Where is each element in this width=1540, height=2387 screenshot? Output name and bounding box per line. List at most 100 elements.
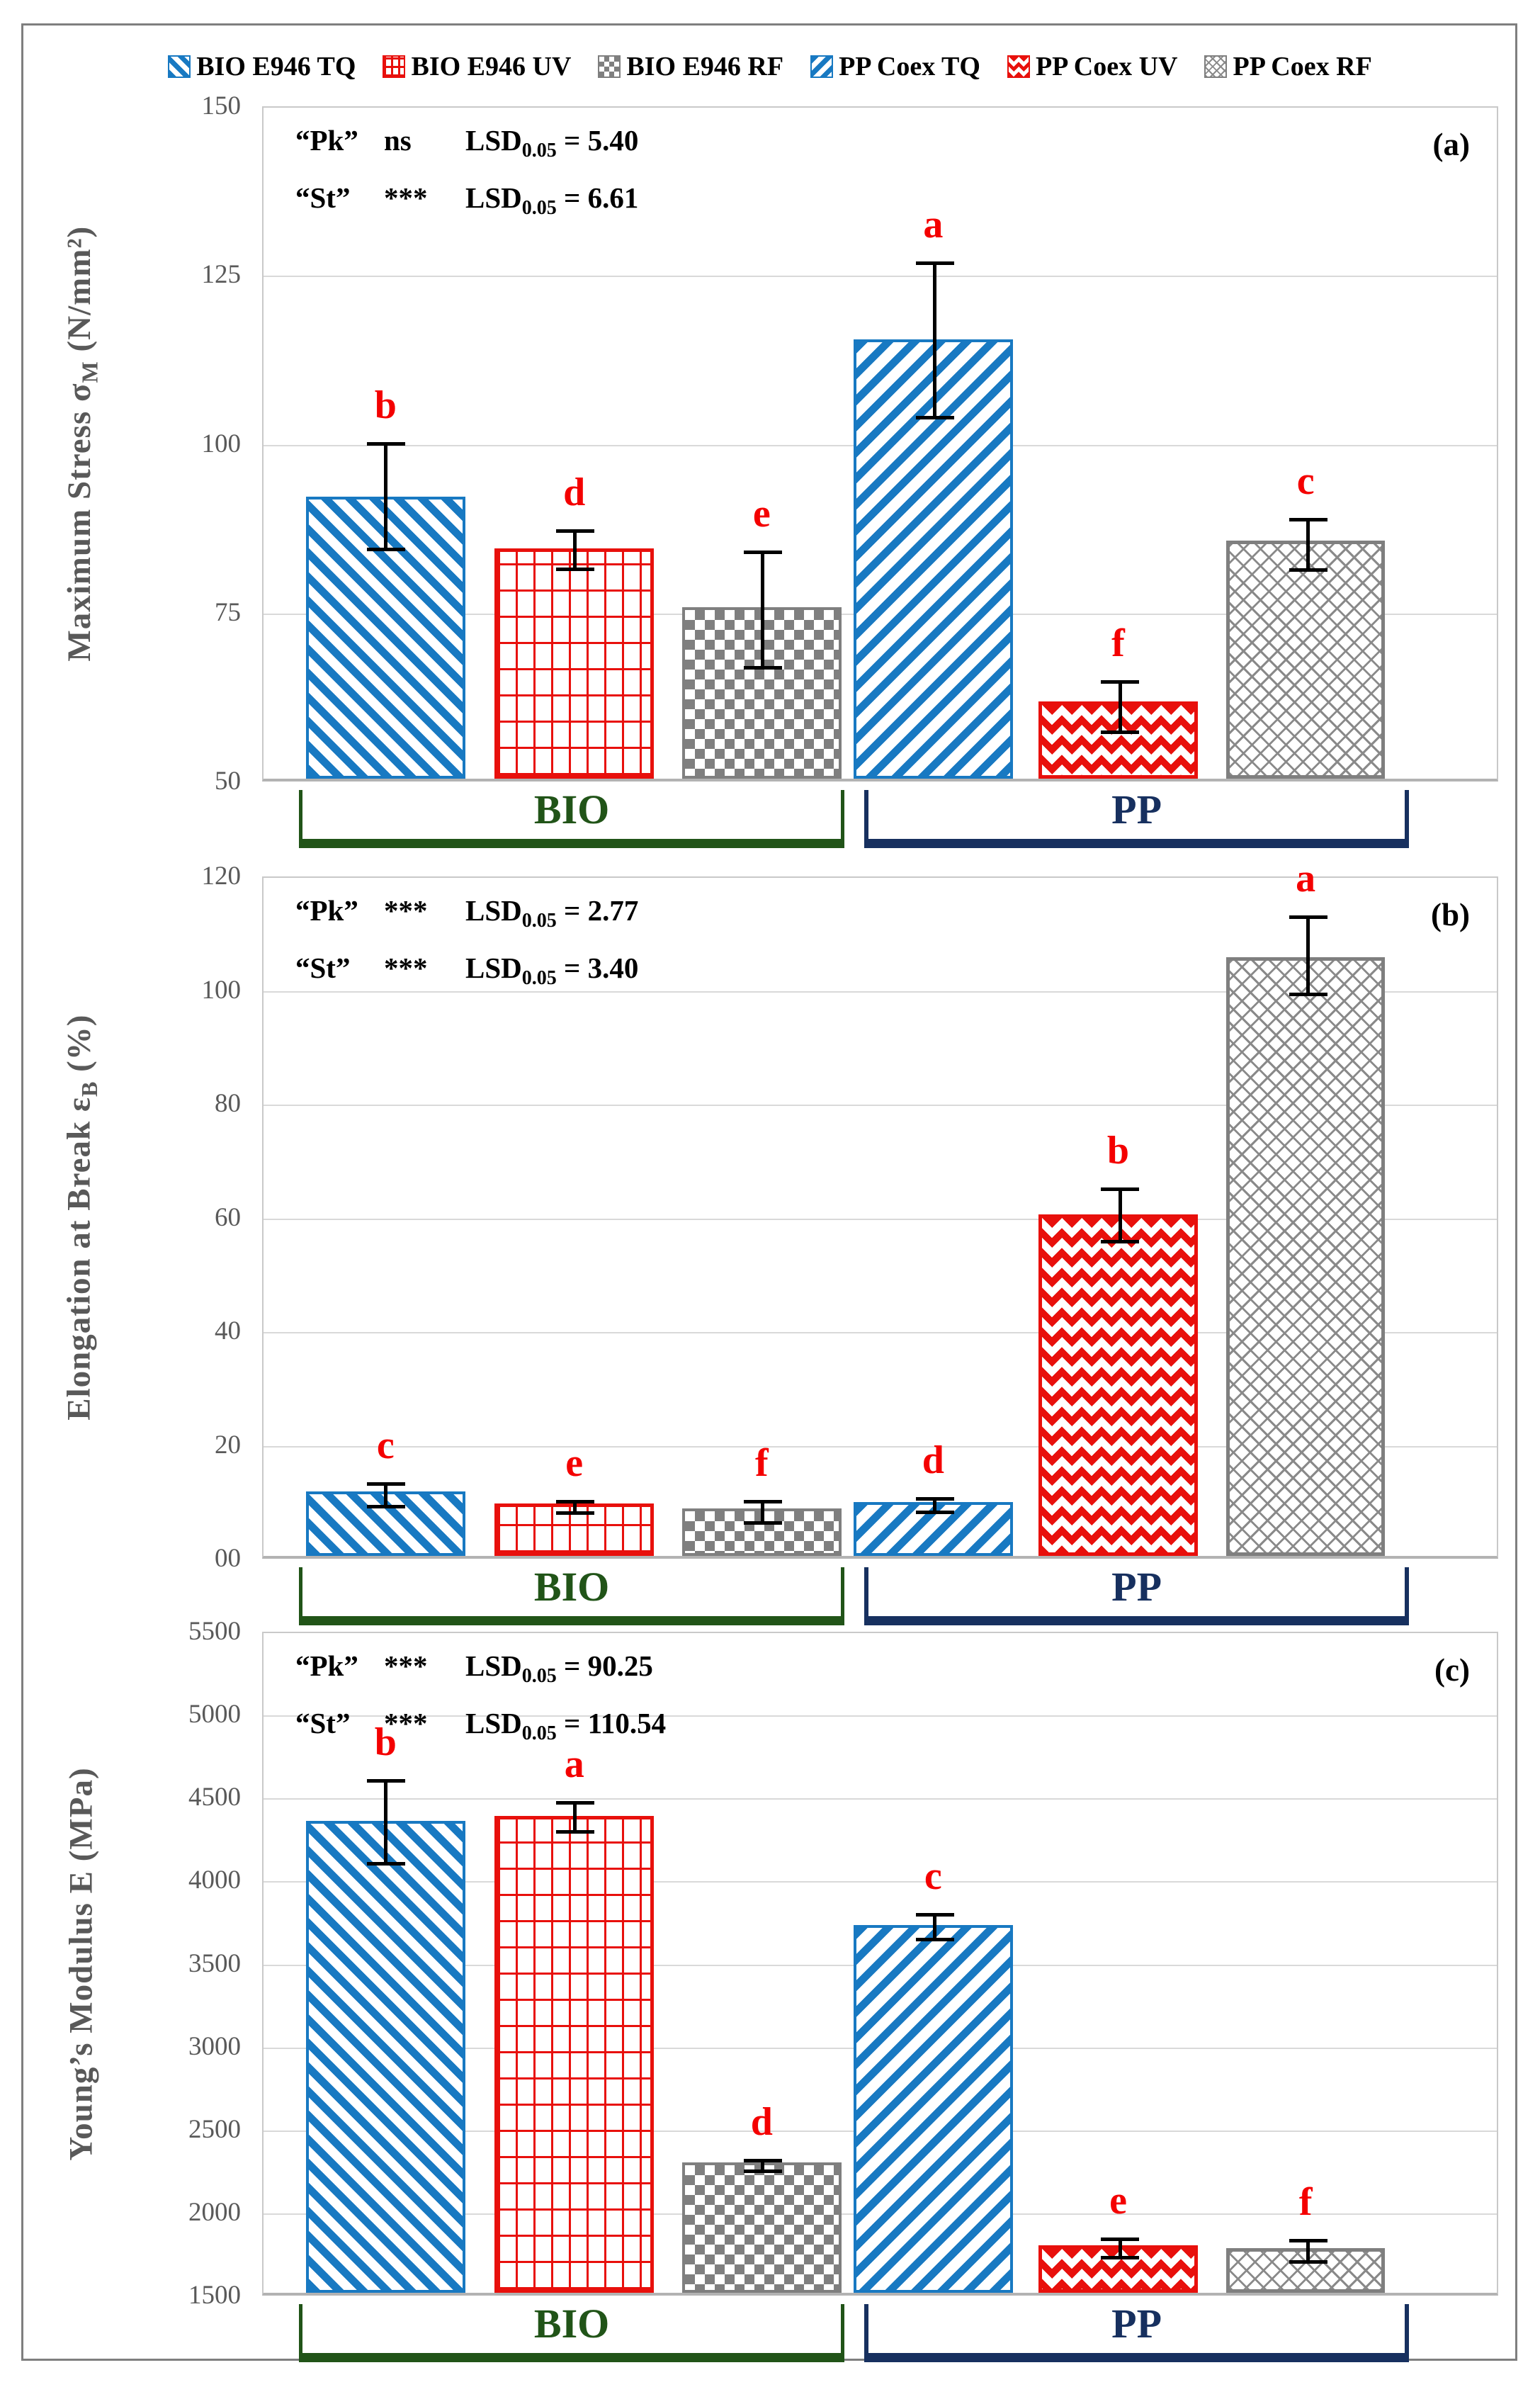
significance-letter: c: [924, 1854, 942, 1899]
error-bar-line: [761, 1501, 765, 1523]
error-bar-line: [573, 530, 577, 570]
error-bar-cap-top: [555, 529, 594, 533]
error-bar-cap-bottom: [366, 1861, 405, 1866]
error-bar-cap-top: [1289, 2239, 1327, 2243]
blue-slash-hatch-legend-swatch-icon: [810, 55, 834, 78]
panel-letter: (c): [1434, 1652, 1470, 1688]
group-bracket-label: BIO: [533, 786, 610, 833]
panel-a: Maximum Stress σM (N/mm²) 50 75 100 125 150 b d…: [0, 91, 1540, 859]
error-bar-cap-bottom: [743, 2169, 782, 2174]
error-bar-cap-bottom: [743, 1520, 782, 1525]
y-tick-label: 4000: [188, 1866, 241, 1895]
group-bracket-pp: PP: [864, 786, 1410, 848]
y-tick-label: 5500: [188, 1617, 241, 1646]
group-bracket-bio: BIO: [299, 1564, 844, 1625]
legend-label: BIO E946 RF: [626, 52, 784, 81]
lsd-annotation-line: “Pk” ns LSD0.05 = 5.40: [295, 124, 639, 162]
error-bar-cap-bottom: [743, 665, 782, 670]
lsd-annotations: “Pk” *** LSD0.05 = 90.25 “St” *** LSD0.05 = 1…: [295, 1649, 666, 1764]
plot-area: b a d c e f “Pk” *** LSD0.05 = 90.25 “St” *** LSD0.…: [262, 1632, 1498, 2296]
error-bar-cap-bottom: [555, 1511, 594, 1516]
bar-pp-rf: [1225, 2248, 1386, 2293]
lsd-annotation-line: “St” *** LSD0.05 = 6.61: [295, 181, 639, 220]
legend-label: BIO E946 UV: [411, 52, 572, 81]
error-bar-line: [1118, 2239, 1122, 2258]
error-bar-cap-bottom: [915, 1938, 954, 1942]
y-tick-label: 4500: [188, 1783, 241, 1812]
error-bar-cap-top: [743, 551, 782, 555]
gridline: [264, 1218, 1497, 1220]
error-bar-cap-top: [366, 1779, 405, 1783]
panel-b: Elongation at Break εB (%) 00 20 40 60 80 100 1…: [0, 859, 1540, 1637]
blue-backslash-hatch-legend-swatch-icon: [168, 55, 191, 78]
y-tick-label: 75: [215, 597, 241, 627]
bar-bio-rf: [682, 2162, 842, 2293]
y-tick-label: 3000: [188, 2031, 241, 2061]
y-tick-label: 20: [215, 1430, 241, 1460]
error-bar-line: [1306, 519, 1310, 570]
legend-item-bio-tq: BIO E946 TQ: [168, 51, 356, 82]
panel-letter: (a): [1432, 127, 1470, 162]
error-bar-line: [933, 263, 937, 419]
significance-letter: d: [563, 470, 586, 514]
gridline: [264, 1715, 1497, 1717]
gridline: [264, 1332, 1497, 1333]
group-bracket-label: BIO: [533, 2301, 610, 2347]
error-bar-line: [1118, 682, 1122, 733]
y-tick-label: 2500: [188, 2114, 241, 2144]
error-bar-line: [1306, 2240, 1310, 2262]
group-bracket-label: BIO: [533, 1564, 610, 1610]
error-bar-cap-bottom: [1289, 2259, 1327, 2264]
error-bar-cap-bottom: [1289, 568, 1327, 572]
legend-label: PP Coex RF: [1233, 52, 1372, 81]
legend: BIO E946 TQ BIO E946 UV BIO E946 RF PP Coex…: [0, 51, 1540, 82]
bar-pp-tq: [854, 1924, 1013, 2293]
significance-letter: d: [922, 1438, 944, 1483]
y-tick-label: 5000: [188, 1700, 241, 1729]
error-bar-line: [384, 443, 388, 551]
error-bar-line: [573, 1501, 577, 1514]
error-bar-cap-top: [915, 261, 954, 266]
group-bracket-label: PP: [1111, 2301, 1162, 2347]
lsd-annotations: “Pk” *** LSD0.05 = 2.77 “St” *** LSD0.05 = 3.…: [295, 893, 638, 1008]
gridline: [264, 1798, 1497, 1800]
group-bracket-pp: PP: [864, 2301, 1410, 2362]
group-bracket-bio: BIO: [299, 786, 844, 848]
error-bar-cap-top: [1289, 915, 1327, 919]
y-tick-label: 100: [201, 429, 242, 458]
lsd-annotation-line: “St” *** LSD0.05 = 110.54: [295, 1707, 667, 1745]
y-tick-label: 50: [215, 767, 241, 796]
bar-bio-uv: [494, 548, 655, 779]
error-bar-line: [1306, 916, 1310, 995]
legend-label: PP Coex UV: [1035, 52, 1178, 81]
error-bar-cap-top: [555, 1499, 594, 1503]
significance-letter: b: [1106, 1128, 1130, 1173]
bar-pp-uv: [1038, 701, 1198, 779]
plot-area: c e f d b a “Pk” *** LSD0.05 = 2.77 “St” *** LSD0.0…: [262, 859, 1498, 1559]
bar-pp-rf: [1225, 957, 1386, 1556]
significance-letter: c: [1296, 459, 1315, 504]
lsd-annotation-line: “Pk” *** LSD0.05 = 2.77: [295, 894, 639, 932]
legend-label: BIO E946 TQ: [196, 52, 356, 81]
significance-letter: e: [1109, 2179, 1127, 2223]
significance-letter: d: [750, 2099, 773, 2144]
error-bar-cap-top: [743, 1500, 782, 1504]
plot-area: b d e a f c “Pk” ns LSD0.05 = 5.40 “St” *** LSD0.05…: [262, 106, 1498, 781]
bar-bio-uv: [494, 1816, 655, 2293]
significance-letter: f: [755, 1441, 769, 1486]
error-bar-cap-bottom: [555, 1830, 594, 1834]
y-tick-label: 125: [201, 260, 242, 290]
y-tick-label: 120: [201, 862, 242, 891]
error-bar-cap-top: [366, 441, 405, 446]
significance-letter: b: [374, 383, 397, 427]
significance-letter: a: [1296, 856, 1316, 901]
error-bar-cap-bottom: [366, 548, 405, 552]
y-tick-label: 2000: [188, 2197, 241, 2227]
error-bar-cap-bottom: [366, 1505, 405, 1509]
panel-c: Young’s Modulus E (MPa) 1500 2000 2500 3000 3…: [0, 1617, 1540, 2374]
error-bar-cap-bottom: [1101, 730, 1140, 734]
y-tick-label: 100: [201, 975, 242, 1005]
gray-checker-hatch-legend-swatch-icon: [598, 55, 621, 78]
legend-item-bio-uv: BIO E946 UV: [383, 51, 571, 82]
legend-item-pp-rf: PP Coex RF: [1204, 51, 1372, 82]
